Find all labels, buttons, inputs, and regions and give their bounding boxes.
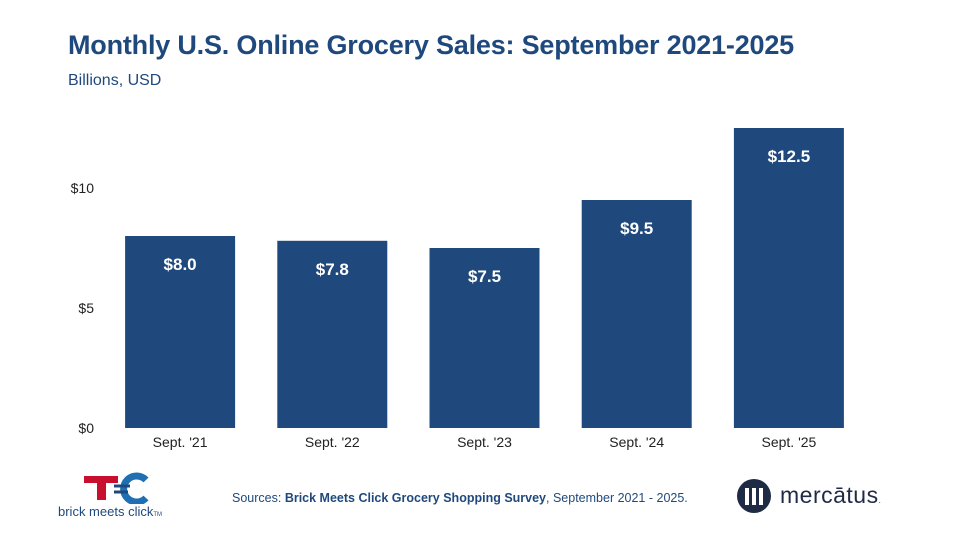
mercatus-logo-icon: [737, 479, 771, 513]
data-label: $9.5: [620, 219, 653, 238]
bmc-logo-tm: TM: [153, 512, 163, 518]
source-prefix: Sources:: [232, 491, 285, 505]
source-suffix: , September 2021 - 2025.: [546, 491, 688, 505]
data-label: $7.5: [468, 267, 501, 286]
y-tick-label: $0: [78, 420, 94, 436]
mercatus-logo-text: mercātus: [780, 482, 879, 508]
data-label: $8.0: [164, 255, 197, 274]
y-tick-label: $5: [78, 300, 94, 316]
brick-meets-click-logo: brick meets clickTM: [58, 472, 188, 522]
bar-chart: $0 $5 $10 $8.0 Sept. '21 $7.8 Sept. '22 $7.5 Sep…: [71, 128, 844, 450]
bar: [733, 128, 844, 428]
bar: [429, 248, 540, 428]
x-tick-label: Sept. '25: [761, 434, 816, 450]
chart-subtitle: Billions, USD: [68, 72, 162, 89]
source-name: Brick Meets Click Grocery Shopping Surve…: [284, 491, 547, 505]
source-note: Sources: Brick Meets Click Grocery Shopp…: [232, 491, 688, 505]
chart-title: Monthly U.S. Online Grocery Sales: Septe…: [68, 30, 794, 60]
bmc-logo-text: brick meets click: [58, 504, 154, 519]
mercatus-logo: mercātus.: [736, 478, 906, 518]
bar: [581, 200, 692, 428]
bar: [125, 236, 236, 428]
y-tick-label: $10: [71, 180, 95, 196]
x-tick-label: Sept. '22: [305, 434, 360, 450]
bmc-logo-icon: [84, 472, 149, 504]
data-label: $7.8: [316, 260, 349, 279]
mercatus-logo-tm: .: [878, 496, 882, 505]
x-tick-label: Sept. '24: [609, 434, 664, 450]
x-tick-label: Sept. '23: [457, 434, 512, 450]
x-tick-label: Sept. '21: [153, 434, 208, 450]
bar: [277, 240, 388, 428]
data-label: $12.5: [768, 147, 811, 166]
